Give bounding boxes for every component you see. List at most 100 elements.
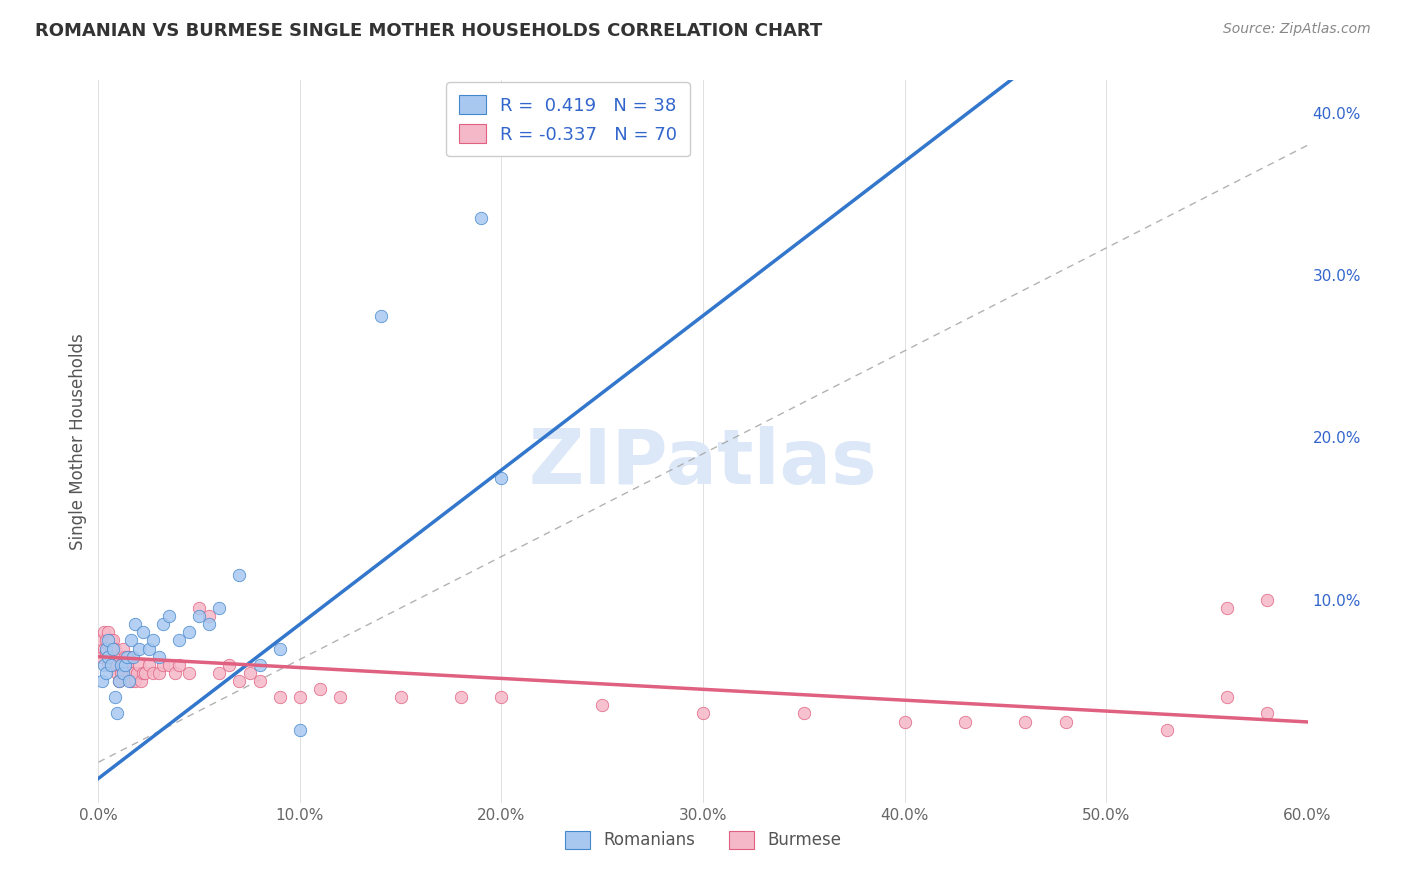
- Point: [692, 706, 714, 721]
- Point: [167, 657, 190, 672]
- Point: [288, 690, 311, 705]
- Point: [163, 665, 186, 680]
- Point: [138, 641, 160, 656]
- Point: [111, 641, 134, 656]
- Point: [101, 649, 124, 664]
- Point: [91, 673, 114, 688]
- Point: [188, 601, 211, 615]
- Point: [129, 673, 152, 688]
- Point: [491, 471, 513, 485]
- Point: [91, 633, 114, 648]
- Point: [152, 617, 174, 632]
- Point: [120, 673, 142, 688]
- Point: [134, 665, 156, 680]
- Point: [198, 617, 221, 632]
- Point: [115, 657, 138, 672]
- Point: [152, 657, 174, 672]
- Text: ROMANIAN VS BURMESE SINGLE MOTHER HOUSEHOLDS CORRELATION CHART: ROMANIAN VS BURMESE SINGLE MOTHER HOUSEH…: [35, 22, 823, 40]
- Point: [107, 649, 129, 664]
- Point: [329, 690, 352, 705]
- Point: [97, 633, 120, 648]
- Point: [249, 673, 271, 688]
- Point: [128, 657, 150, 672]
- Point: [97, 649, 120, 664]
- Point: [228, 568, 250, 582]
- Point: [1256, 592, 1278, 607]
- Point: [249, 657, 271, 672]
- Point: [114, 657, 136, 672]
- Point: [142, 633, 165, 648]
- Point: [132, 625, 155, 640]
- Point: [91, 649, 114, 664]
- Point: [93, 641, 115, 656]
- Point: [309, 682, 332, 697]
- Point: [470, 211, 492, 226]
- Point: [389, 690, 412, 705]
- Point: [142, 665, 165, 680]
- Point: [128, 641, 150, 656]
- Point: [208, 601, 231, 615]
- Point: [97, 657, 120, 672]
- Point: [188, 609, 211, 624]
- Point: [157, 657, 180, 672]
- Point: [110, 657, 132, 672]
- Point: [121, 665, 143, 680]
- Point: [101, 633, 124, 648]
- Point: [124, 673, 146, 688]
- Point: [101, 641, 124, 656]
- Point: [179, 665, 201, 680]
- Text: ZIPatlas: ZIPatlas: [529, 426, 877, 500]
- Point: [118, 673, 141, 688]
- Point: [96, 633, 118, 648]
- Point: [1216, 601, 1239, 615]
- Point: [96, 645, 118, 659]
- Point: [96, 665, 118, 680]
- Point: [1256, 706, 1278, 721]
- Point: [111, 665, 134, 680]
- Point: [96, 641, 118, 656]
- Point: [138, 657, 160, 672]
- Point: [288, 723, 311, 737]
- Point: [115, 649, 138, 664]
- Point: [893, 714, 915, 729]
- Point: [167, 633, 190, 648]
- Point: [1216, 690, 1239, 705]
- Point: [105, 706, 128, 721]
- Point: [132, 665, 155, 680]
- Point: [118, 649, 141, 664]
- Text: Source: ZipAtlas.com: Source: ZipAtlas.com: [1223, 22, 1371, 37]
- Point: [110, 657, 132, 672]
- Point: [198, 609, 221, 624]
- Point: [118, 665, 141, 680]
- Point: [450, 690, 472, 705]
- Point: [107, 673, 129, 688]
- Point: [100, 641, 122, 656]
- Point: [148, 665, 170, 680]
- Point: [148, 649, 170, 664]
- Point: [228, 673, 250, 688]
- Point: [953, 714, 976, 729]
- Point: [125, 665, 148, 680]
- Point: [120, 633, 142, 648]
- Point: [491, 690, 513, 705]
- Point: [97, 625, 120, 640]
- Point: [103, 641, 125, 656]
- Point: [793, 706, 815, 721]
- Y-axis label: Single Mother Households: Single Mother Households: [69, 334, 87, 549]
- Point: [114, 649, 136, 664]
- Point: [100, 633, 122, 648]
- Point: [103, 690, 125, 705]
- Point: [591, 698, 613, 713]
- Legend: Romanians, Burmese: Romanians, Burmese: [558, 824, 848, 856]
- Point: [105, 657, 128, 672]
- Point: [105, 665, 128, 680]
- Point: [103, 649, 125, 664]
- Point: [107, 673, 129, 688]
- Point: [110, 665, 132, 680]
- Point: [100, 657, 122, 672]
- Point: [218, 657, 240, 672]
- Point: [370, 309, 392, 323]
- Point: [208, 665, 231, 680]
- Point: [121, 649, 143, 664]
- Point: [93, 625, 115, 640]
